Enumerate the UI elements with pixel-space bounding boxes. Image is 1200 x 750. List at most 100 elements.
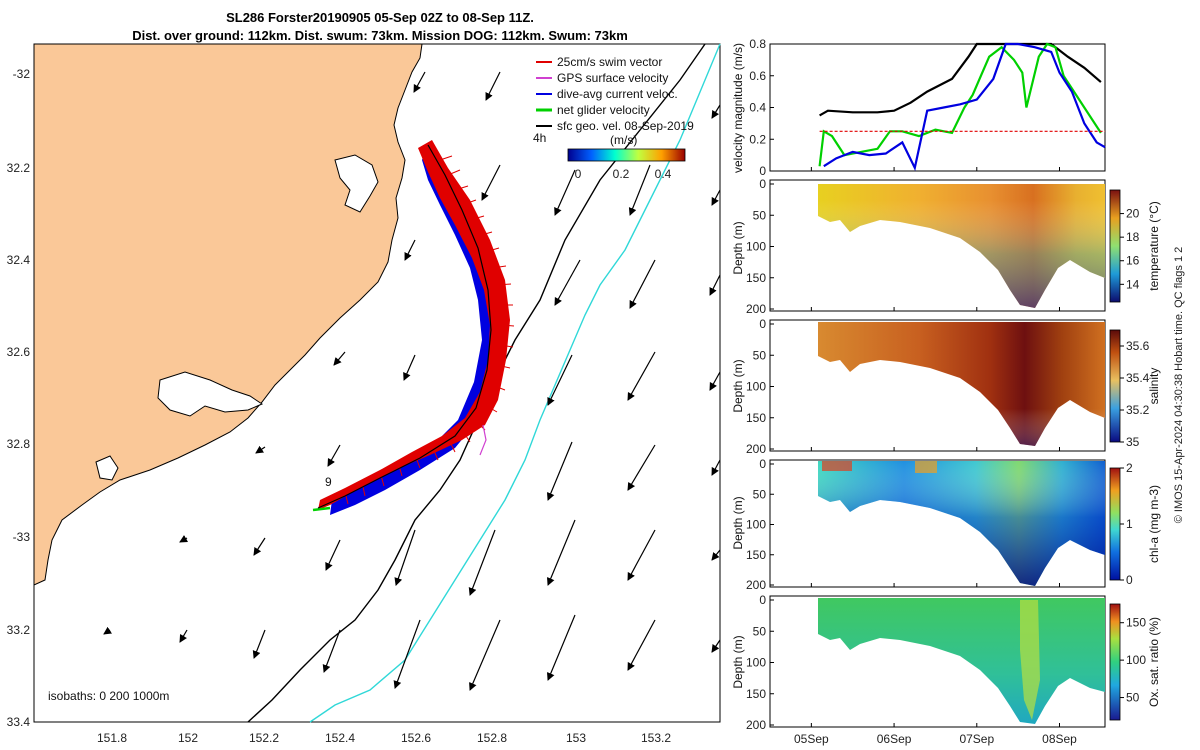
- depth-tick: 150: [746, 411, 766, 425]
- oxygen-colorbar-label: Ox. sat. ratio (%): [1147, 617, 1161, 707]
- lon-tick: 151.8: [97, 731, 127, 745]
- swim-vector-ticks: [344, 155, 515, 505]
- depth-tick: 100: [746, 380, 766, 394]
- time-tick: 08Sep: [1042, 732, 1077, 746]
- depth-tick: 200: [746, 442, 766, 456]
- lat-tick: 33.4: [7, 715, 31, 729]
- speed-colorbar-tick: 0.4: [655, 167, 672, 181]
- lat-tick: 32.8: [7, 437, 31, 451]
- chl-surface-patch: [915, 461, 937, 473]
- velocity-line-1: [818, 42, 1102, 167]
- lat-tick: 33.2: [7, 623, 31, 637]
- depth-tick: 150: [746, 687, 766, 701]
- velocity-line-0: [819, 42, 1102, 117]
- chl-panel: Depth (m) chl-a (mg m-3): [731, 459, 1161, 588]
- velocity-y-tick: 0.8: [749, 37, 766, 51]
- time-axis: 05Sep 06Sep 07Sep 08Sep: [794, 167, 1077, 746]
- depth-tick: 100: [746, 240, 766, 254]
- velocity-y-tick: 0.4: [749, 101, 766, 115]
- colorbar-tick: 35.6: [1126, 339, 1150, 353]
- lat-tick: 32.4: [7, 253, 31, 267]
- salinity-colorbar-label: salinity: [1147, 368, 1161, 405]
- lat-tick: -33: [13, 530, 31, 544]
- lat-tick: -32: [13, 67, 31, 81]
- colorbar-tick: 20: [1126, 207, 1140, 221]
- temperature-colorbar-label: temperature (°C): [1147, 201, 1161, 291]
- map-legend: 25cm/s swim vector GPS surface velocity …: [533, 55, 694, 181]
- colorbar-tick: 35.2: [1126, 403, 1150, 417]
- colorbar-tick: 35.4: [1126, 371, 1150, 385]
- depth-tick: 100: [746, 518, 766, 532]
- lon-tick: 152: [178, 731, 198, 745]
- velocity-ylabel: velocity magnitude (m/s): [731, 43, 745, 173]
- oxygen-ylabel: Depth (m): [731, 635, 745, 688]
- salinity-colorbar: [1109, 329, 1121, 443]
- velocity-frame: [769, 43, 1106, 172]
- salinity-panel: Depth (m) salinity: [731, 319, 1161, 452]
- colorbar-tick: 35: [1126, 435, 1140, 449]
- chl-surface-patch: [822, 461, 852, 471]
- gps-track: [479, 424, 487, 456]
- depth-tick: 150: [746, 548, 766, 562]
- map-lat-axis: -32 32.2 32.4 32.6 32.8 -33 33.2 33.4: [7, 67, 31, 729]
- velocity-y-tick: 0: [759, 164, 766, 178]
- oxygen-colorbar: [1109, 603, 1121, 721]
- speed-colorbar-tick: 0: [575, 167, 582, 181]
- speed-colorbar-tick: 0.2: [613, 167, 630, 181]
- lon-tick: 152.8: [477, 731, 507, 745]
- colorbar-unit: (m/s): [610, 133, 637, 147]
- velocity-y-axis: 0 0.2 0.4 0.6 0.8: [749, 37, 774, 178]
- legend-current-label: dive-avg current veloc.: [557, 87, 678, 101]
- depth-tick: 0: [759, 457, 766, 471]
- swim-vector-band: [318, 140, 510, 510]
- legend-gps-label: GPS surface velocity: [557, 71, 668, 85]
- temperature-colorbar: [1109, 189, 1121, 303]
- depth-tick: 200: [746, 718, 766, 732]
- time-tick: 05Sep: [794, 732, 829, 746]
- chart-title-line1: SL286 Forster20190905 05-Sep 02Z to 08-S…: [226, 10, 534, 25]
- colorbar-tick: 18: [1126, 230, 1140, 244]
- lake-north: [334, 154, 379, 213]
- depth-tick: 0: [759, 177, 766, 191]
- speed-colorbar: [567, 148, 686, 162]
- isobath-200: [247, 43, 706, 723]
- legend-geo-label: sfc geo. vel. 08-Sep-2019: [557, 119, 694, 133]
- chart-title-line2: Dist. over ground: 112km. Dist. swum: 73…: [132, 28, 628, 43]
- velocity-y-tick: 0.2: [749, 132, 766, 146]
- velocity-line-2: [823, 42, 1106, 172]
- depth-tick: 200: [746, 578, 766, 592]
- time-tick: 06Sep: [877, 732, 912, 746]
- copyright-note: © IMOS 15-Apr-2024 04:30:38 Hobart time.…: [1173, 247, 1185, 524]
- colorbar-tick: 50: [1126, 691, 1140, 705]
- colorbar-tick: 1: [1126, 517, 1133, 531]
- inlet: [95, 455, 119, 481]
- temperature-panel: Depth (m) temperature (°C): [731, 179, 1161, 312]
- depth-tick: 50: [753, 208, 767, 222]
- track-annotation: 9: [325, 475, 332, 489]
- land-mass: [33, 43, 423, 586]
- legend-swim-label: 25cm/s swim vector: [557, 55, 662, 69]
- depth-tick: 0: [759, 317, 766, 331]
- depth-tick: 50: [753, 624, 767, 638]
- map-panel: 9 25cm/s swim vector GPS surface velocit…: [7, 43, 721, 745]
- velocity-series: [818, 42, 1106, 172]
- velocity-y-tick: 0.6: [749, 69, 766, 83]
- glider-track-line: [317, 144, 492, 509]
- lon-tick: 152.4: [325, 731, 355, 745]
- temperature-section-depth: [818, 200, 1105, 308]
- map-lon-axis: 151.8 152 152.2 152.4 152.6 152.8 153 15…: [97, 731, 671, 745]
- velocity-panel: 0 0.2 0.4 0.6 0.8 velocity magnitude (m/s): [731, 37, 1106, 178]
- oxygen-panel: Depth (m) Ox. sat. ratio (%): [731, 595, 1161, 728]
- sfc-geo-velocity-arrows: [103, 71, 721, 691]
- lon-tick: 152.6: [401, 731, 431, 745]
- legend-net-label: net glider velocity: [557, 103, 650, 117]
- colorbar-tick: 2: [1126, 461, 1133, 475]
- chl-section-depth: [818, 461, 1105, 586]
- lake-south: [157, 371, 264, 417]
- depth-tick: 50: [753, 487, 767, 501]
- temperature-ylabel: Depth (m): [731, 221, 745, 274]
- depth-tick: 0: [759, 593, 766, 607]
- salinity-ylabel: Depth (m): [731, 359, 745, 412]
- colorbar-tick: 100: [1126, 653, 1146, 667]
